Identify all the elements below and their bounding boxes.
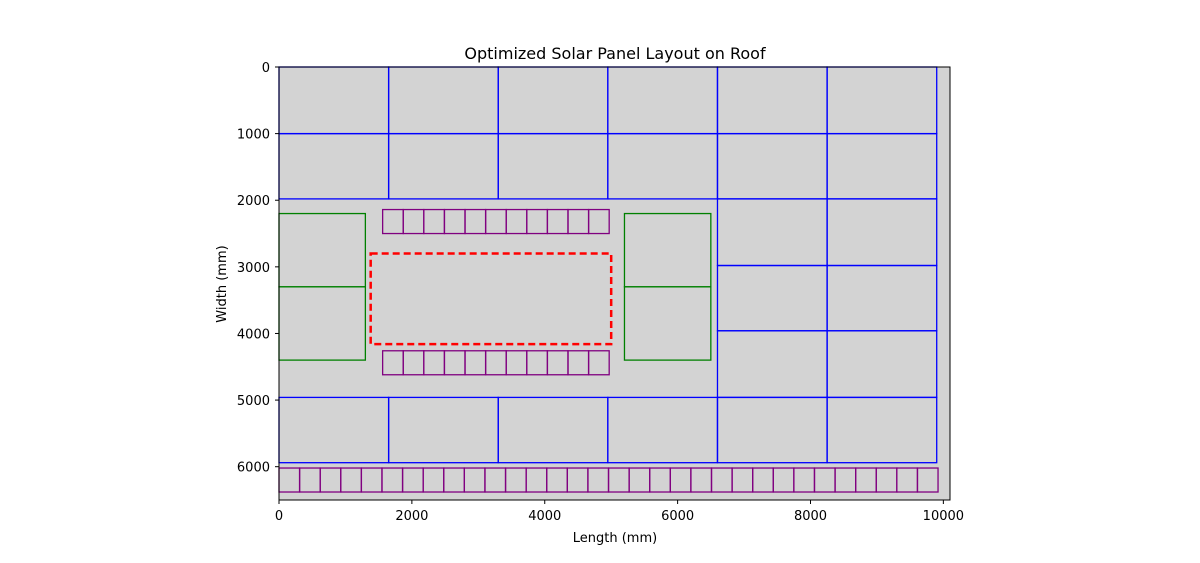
roof-area: [279, 67, 950, 500]
medium-panel: [623, 286, 712, 361]
small-panel: [587, 350, 610, 376]
y-axis-label: Width (mm): [215, 245, 230, 322]
x-tick-label: 10000: [923, 509, 964, 524]
large-panel: [826, 330, 938, 399]
obstacle-zone: [369, 252, 613, 346]
small-panel: [916, 467, 939, 493]
y-tick-label: 4000: [237, 327, 270, 342]
x-axis-label: Length (mm): [573, 531, 657, 546]
x-tick-label: 2000: [395, 509, 428, 524]
x-tick-label: 4000: [528, 509, 561, 524]
y-tick-label: 3000: [237, 261, 270, 276]
y-axis: 0 1000 2000 3000 4000 5000 6000: [237, 61, 279, 476]
small-panels-group: [278, 208, 939, 493]
x-axis: 0 2000 4000 6000 8000 10000: [275, 500, 964, 524]
y-tick-label: 1000: [237, 128, 270, 143]
y-tick-label: 6000: [237, 461, 270, 476]
y-tick-label: 0: [262, 61, 270, 76]
large-panels-group: [278, 66, 938, 464]
small-panel: [587, 208, 610, 235]
x-tick-label: 8000: [794, 509, 827, 524]
plot-area: [278, 66, 951, 501]
y-tick-label: 2000: [237, 194, 270, 209]
axes-frame: [278, 66, 951, 501]
x-tick-label: 0: [275, 509, 283, 524]
y-tick-label: 5000: [237, 394, 270, 409]
x-tick-label: 6000: [661, 509, 694, 524]
chart-title: Optimized Solar Panel Layout on Roof: [464, 44, 766, 63]
